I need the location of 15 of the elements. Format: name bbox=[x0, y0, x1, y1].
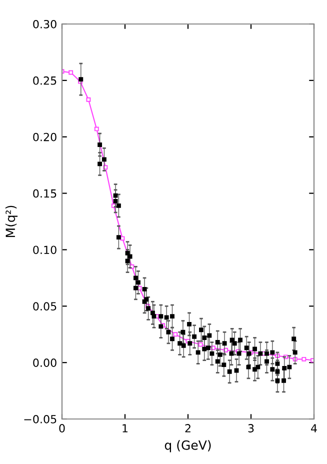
y-tick-label: 0.25 bbox=[33, 76, 56, 85]
x-tick-label: 4 bbox=[311, 424, 317, 432]
y-tick-label: −0.05 bbox=[24, 414, 56, 424]
y-tick-label: 0.15 bbox=[33, 189, 56, 198]
y-tick-label: 0.00 bbox=[33, 358, 56, 367]
x-axis-title: q (GeV) bbox=[164, 440, 211, 452]
x-tick-label: 2 bbox=[185, 424, 190, 432]
y-tick-label: 0.10 bbox=[33, 246, 56, 254]
y-axis-title: M(q²) bbox=[5, 206, 18, 238]
y-tick-label: 0.05 bbox=[33, 302, 56, 311]
y-tick-label: 0.20 bbox=[33, 132, 56, 142]
x-tick-label: 0 bbox=[59, 424, 65, 432]
x-tick-label: 1 bbox=[122, 424, 128, 432]
x-tick-label: 3 bbox=[248, 424, 254, 432]
y-tick-label: 0.30 bbox=[33, 20, 56, 28]
